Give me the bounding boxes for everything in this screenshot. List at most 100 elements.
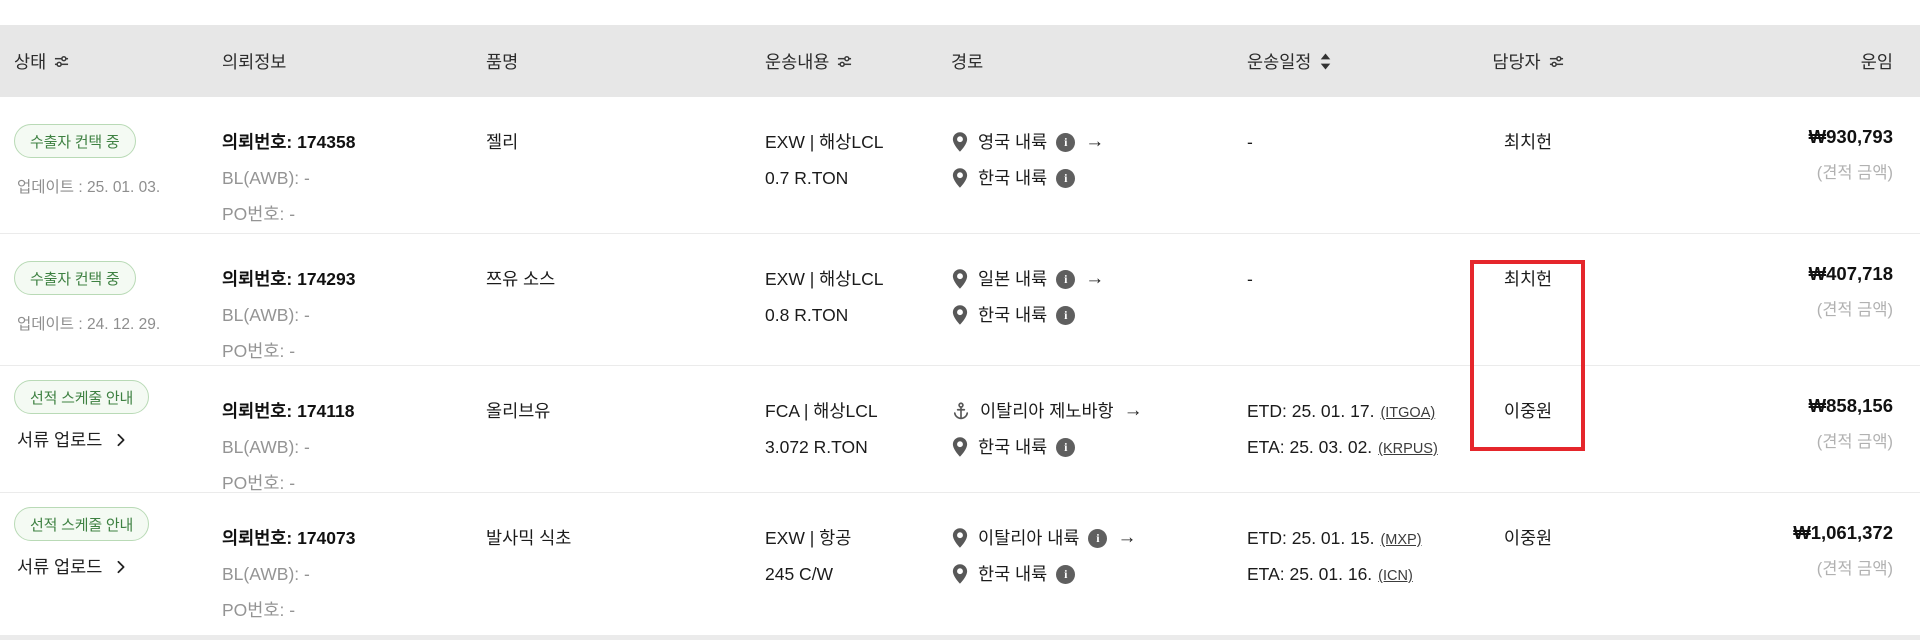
transport-quantity: 3.072 R.TON <box>765 437 868 457</box>
map-pin-icon <box>952 132 968 152</box>
request-number: 의뢰번호: 174293 <box>222 269 356 289</box>
filter-icon[interactable] <box>54 54 69 69</box>
document-upload-link[interactable]: 서류 업로드 <box>14 427 128 452</box>
eta-line: ETA: 25. 03. 02. (KRPUS) <box>1247 429 1438 465</box>
route-origin-label: 이탈리아 제노바항 <box>980 401 1114 421</box>
status-cell: 선적 스케줄 안내 서류 업로드 <box>14 366 222 452</box>
transport-cell: EXW | 해상LCL 0.7 R.TON <box>765 97 951 196</box>
header-request-info-label: 의뢰정보 <box>222 51 287 72</box>
transport-terms: EXW | 해상LCL <box>765 269 884 289</box>
header-route-label: 경로 <box>951 51 984 72</box>
route-origin-line: 이탈리아 제노바항 → <box>951 393 1247 429</box>
etd-port-link[interactable]: (ITGOA) <box>1380 405 1436 421</box>
table-row[interactable]: 선적 스케줄 안내 서류 업로드 의뢰번호: 174073 BL(AWB): -… <box>0 493 1920 620</box>
etd-line: ETD: 25. 01. 17. (ITGOA) <box>1247 393 1438 429</box>
status-cell: 수출자 컨택 중 업데이트 : 24. 12. 29. <box>14 234 222 334</box>
table-header-row: 상태 의뢰정보 품명 운송내용 경로 운송일정 담당자 운임 <box>0 25 1920 97</box>
manager-cell: 이중원 <box>1438 493 1618 556</box>
filter-icon[interactable] <box>1549 54 1564 69</box>
header-manager[interactable]: 담당자 <box>1438 49 1618 74</box>
transport-cell: FCA | 해상LCL 3.072 R.TON <box>765 366 951 465</box>
info-icon[interactable]: i <box>1056 168 1076 188</box>
sort-icon[interactable] <box>1319 53 1332 70</box>
request-number: 의뢰번호: 174073 <box>222 528 356 548</box>
transport-terms: FCA | 해상LCL <box>765 401 878 421</box>
header-schedule-label: 운송일정 <box>1247 51 1312 72</box>
chevron-right-icon <box>117 433 125 446</box>
request-info-cell: 의뢰번호: 174118 BL(AWB): - PO번호: - <box>222 366 486 501</box>
map-pin-icon <box>952 168 968 188</box>
etd-port-link[interactable]: (MXP) <box>1380 532 1422 548</box>
header-route: 경로 <box>951 49 1247 74</box>
freight-amount: ₩407,718 <box>1808 263 1893 284</box>
info-icon[interactable]: i <box>1088 528 1108 548</box>
document-upload-label: 서류 업로드 <box>17 430 103 450</box>
product-cell: 발사믹 식초 <box>486 493 765 556</box>
request-info-cell: 의뢰번호: 174358 BL(AWB): - PO번호: - <box>222 97 486 232</box>
route-destination-line: 한국 내륙 i <box>951 160 1247 196</box>
manager-name: 최치헌 <box>1503 269 1553 289</box>
header-status[interactable]: 상태 <box>14 49 222 74</box>
updated-date: 업데이트 : 25. 01. 03. <box>17 179 161 196</box>
document-upload-link[interactable]: 서류 업로드 <box>14 554 128 579</box>
freight-amount: ₩858,156 <box>1808 395 1893 416</box>
document-upload-label: 서류 업로드 <box>17 557 103 577</box>
product-cell: 쯔유 소스 <box>486 234 765 297</box>
freight-amount-note: (견적 금액) <box>1816 560 1893 578</box>
map-pin-icon <box>952 437 968 457</box>
info-icon[interactable]: i <box>1056 437 1076 457</box>
schedule-empty: - <box>1247 269 1253 289</box>
updated-date: 업데이트 : 24. 12. 29. <box>17 316 161 333</box>
schedule-cell: - <box>1247 97 1438 160</box>
anchor-icon <box>953 402 969 420</box>
map-pin-icon <box>952 305 968 325</box>
table-row[interactable]: 수출자 컨택 중 업데이트 : 24. 12. 29. 의뢰번호: 174293… <box>0 234 1920 366</box>
route-cell: 이탈리아 내륙 i → 한국 내륙 i <box>951 493 1247 592</box>
manager-cell: 최치헌 <box>1438 234 1618 297</box>
eta-port-link[interactable]: (ICN) <box>1378 568 1413 584</box>
info-icon[interactable]: i <box>1056 305 1076 325</box>
transport-cell: EXW | 항공 245 C/W <box>765 493 951 592</box>
info-icon[interactable]: i <box>1056 269 1076 289</box>
bl-number: BL(AWB): - <box>222 305 310 325</box>
schedule-cell: ETD: 25. 01. 17. (ITGOA) ETA: 25. 03. 02.… <box>1247 366 1438 465</box>
route-destination-label: 한국 내륙 <box>978 564 1048 584</box>
arrow-right-icon: → <box>1085 131 1105 152</box>
filter-icon[interactable] <box>837 54 852 69</box>
header-transport[interactable]: 운송내용 <box>765 49 951 74</box>
status-badge: 선적 스케줄 안내 <box>14 380 150 414</box>
info-icon[interactable]: i <box>1056 132 1076 152</box>
status-badge: 수출자 컨택 중 <box>14 124 136 158</box>
bl-number: BL(AWB): - <box>222 168 310 188</box>
route-destination-label: 한국 내륙 <box>978 305 1048 325</box>
transport-quantity: 0.8 R.TON <box>765 305 849 325</box>
freight-cell: ₩930,793 (견적 금액) <box>1618 97 1893 183</box>
header-product: 품명 <box>486 49 765 74</box>
map-pin-icon <box>952 564 968 584</box>
header-freight: 운임 <box>1618 49 1893 74</box>
bl-number: BL(AWB): - <box>222 564 310 584</box>
freight-amount-note: (견적 금액) <box>1816 164 1893 182</box>
route-cell: 일본 내륙 i → 한국 내륙 i <box>951 234 1247 333</box>
route-cell: 이탈리아 제노바항 → 한국 내륙 i <box>951 366 1247 465</box>
freight-amount-note: (견적 금액) <box>1816 433 1893 451</box>
freight-amount-note: (견적 금액) <box>1816 301 1893 319</box>
bl-number: BL(AWB): - <box>222 437 310 457</box>
manager-cell: 이중원 <box>1438 366 1618 429</box>
info-icon[interactable]: i <box>1056 564 1076 584</box>
product-name: 올리브유 <box>486 401 551 421</box>
route-destination-line: 한국 내륙 i <box>951 556 1247 592</box>
header-schedule[interactable]: 운송일정 <box>1247 49 1438 74</box>
arrow-right-icon: → <box>1117 527 1137 548</box>
freight-amount: ₩1,061,372 <box>1793 522 1893 543</box>
bottom-edge-strip <box>0 635 1920 640</box>
table-row[interactable]: 수출자 컨택 중 업데이트 : 25. 01. 03. 의뢰번호: 174358… <box>0 97 1920 234</box>
route-origin-label: 영국 내륙 <box>978 132 1048 152</box>
eta-date: ETA: 25. 03. 02. <box>1247 437 1373 457</box>
freight-cell: ₩858,156 (견적 금액) <box>1618 366 1893 452</box>
eta-port-link[interactable]: (KRPUS) <box>1378 441 1438 457</box>
transport-quantity: 0.7 R.TON <box>765 168 849 188</box>
route-cell: 영국 내륙 i → 한국 내륙 i <box>951 97 1247 196</box>
table-row[interactable]: 선적 스케줄 안내 서류 업로드 의뢰번호: 174118 BL(AWB): -… <box>0 366 1920 493</box>
request-number: 의뢰번호: 174118 <box>222 401 355 421</box>
